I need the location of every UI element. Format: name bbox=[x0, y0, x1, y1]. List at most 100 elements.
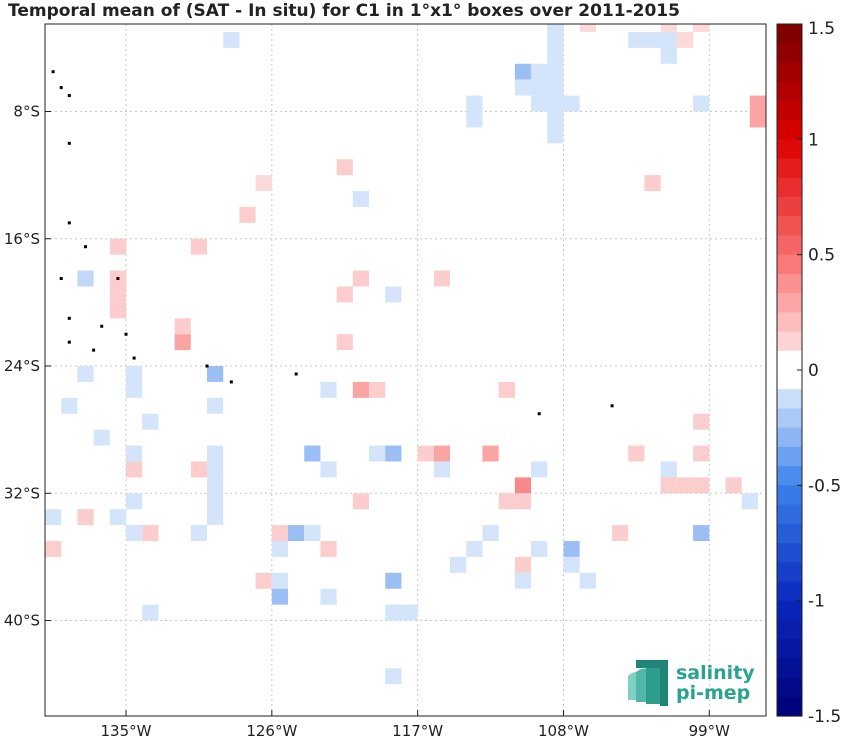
data-cell bbox=[45, 509, 62, 526]
data-cell bbox=[531, 63, 548, 80]
data-cell bbox=[547, 31, 564, 48]
data-cell bbox=[288, 525, 305, 542]
data-cell bbox=[385, 604, 402, 621]
colorbar-segment bbox=[777, 658, 802, 679]
data-cell bbox=[514, 572, 532, 589]
data-cell bbox=[401, 604, 418, 621]
plot-frame bbox=[44, 23, 767, 717]
x-tick-label: 108°W bbox=[538, 722, 589, 740]
data-cell bbox=[174, 334, 191, 351]
y-tick-label: 8°S bbox=[13, 102, 40, 120]
data-cell bbox=[749, 111, 766, 128]
data-cell bbox=[320, 461, 337, 478]
data-cell bbox=[190, 525, 208, 542]
data-cell bbox=[547, 95, 564, 112]
colorbar-segment bbox=[777, 62, 802, 83]
data-cell bbox=[271, 525, 289, 542]
data-cell bbox=[498, 381, 515, 398]
data-cell bbox=[749, 95, 766, 112]
colorbar-segment bbox=[777, 81, 802, 102]
data-cell bbox=[547, 127, 564, 144]
data-cell bbox=[271, 572, 289, 589]
data-cell bbox=[174, 318, 191, 335]
data-cell bbox=[271, 541, 289, 557]
data-cell bbox=[207, 445, 224, 462]
data-cell bbox=[547, 63, 564, 80]
data-cell bbox=[579, 572, 596, 589]
colorbar-segment bbox=[777, 600, 802, 621]
y-tick-label: 32°S bbox=[4, 484, 40, 502]
colorbar-segment bbox=[777, 485, 802, 506]
colorbar-segment bbox=[777, 235, 802, 256]
data-cell bbox=[207, 493, 224, 510]
colorbar-tick-label: 1 bbox=[808, 130, 819, 150]
x-tick-label: 135°W bbox=[101, 722, 152, 740]
data-cell bbox=[385, 572, 402, 589]
data-cell bbox=[482, 525, 499, 542]
data-cell bbox=[126, 381, 143, 398]
data-cell bbox=[352, 493, 370, 510]
data-cell bbox=[126, 493, 143, 510]
island-mark bbox=[51, 70, 55, 74]
data-cell bbox=[93, 429, 110, 446]
colorbar-segment bbox=[777, 331, 802, 352]
data-cell bbox=[612, 525, 629, 542]
data-cell bbox=[547, 24, 564, 32]
data-cell bbox=[109, 509, 127, 526]
data-cell bbox=[433, 270, 451, 287]
colorbar-segment bbox=[777, 370, 802, 390]
island-mark bbox=[59, 277, 63, 281]
colorbar-segment bbox=[777, 543, 802, 563]
colorbar-segment bbox=[777, 43, 802, 64]
data-cell bbox=[417, 445, 434, 462]
data-cell bbox=[676, 31, 694, 48]
colorbar-segment bbox=[777, 197, 802, 217]
island-mark bbox=[132, 356, 136, 360]
island-mark bbox=[84, 245, 88, 249]
data-cell bbox=[547, 111, 564, 128]
data-cell bbox=[660, 477, 677, 494]
island-mark bbox=[116, 277, 120, 281]
island-mark bbox=[537, 412, 541, 416]
data-cell bbox=[255, 572, 272, 589]
island-mark bbox=[124, 332, 128, 336]
colorbar-tick-label: -0.5 bbox=[808, 476, 841, 496]
island-mark bbox=[67, 94, 71, 98]
island-mark bbox=[67, 141, 71, 145]
colorbar-segment bbox=[777, 562, 802, 583]
island-mark bbox=[59, 86, 63, 90]
x-tick-label: 117°W bbox=[392, 722, 443, 740]
colorbar-segment bbox=[777, 389, 802, 410]
data-cell bbox=[109, 286, 127, 303]
colorbar-segment bbox=[777, 504, 802, 525]
colorbar-segment bbox=[777, 523, 802, 544]
data-cell bbox=[369, 445, 386, 462]
data-cell bbox=[207, 477, 224, 494]
data-cell bbox=[563, 95, 580, 112]
colorbar-segment bbox=[777, 216, 802, 237]
colorbar-tick-label: 1.5 bbox=[808, 19, 835, 39]
colorbar-segment bbox=[777, 120, 802, 140]
colorbar-tick-label: -1 bbox=[808, 592, 825, 612]
data-cell bbox=[482, 445, 499, 462]
data-cell bbox=[531, 95, 548, 112]
island-mark bbox=[67, 316, 71, 320]
data-cell bbox=[45, 541, 62, 557]
data-cell bbox=[433, 445, 451, 462]
x-tick-label: 99°W bbox=[689, 722, 731, 740]
data-cell bbox=[563, 556, 580, 573]
data-cell bbox=[579, 24, 596, 32]
island-mark bbox=[92, 348, 96, 352]
data-cell bbox=[514, 63, 532, 80]
y-axis: 8°S 16°S 24°S 32°S 40°S bbox=[4, 102, 51, 630]
data-cell bbox=[547, 47, 564, 64]
data-cell bbox=[304, 445, 321, 462]
data-cell bbox=[352, 381, 370, 398]
data-cell bbox=[660, 47, 677, 64]
colorbar-tick-label: -1.5 bbox=[808, 707, 841, 727]
data-cell bbox=[563, 541, 580, 557]
data-cell bbox=[547, 79, 564, 96]
island-mark bbox=[67, 221, 71, 225]
data-cell bbox=[190, 461, 208, 478]
